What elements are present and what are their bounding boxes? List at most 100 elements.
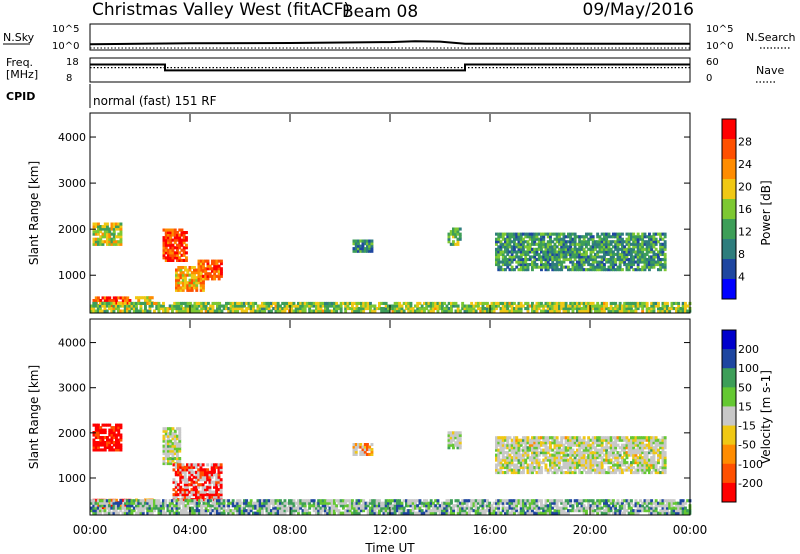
- heatmap-cell: [229, 309, 233, 313]
- heatmap-cell: [123, 506, 127, 510]
- heatmap-cell: [560, 255, 564, 259]
- heatmap-cell: [562, 501, 566, 505]
- heatmap-cell: [501, 436, 505, 440]
- heatmap-cell: [551, 506, 555, 510]
- heatmap-cell: [301, 509, 305, 513]
- heatmap-cell: [186, 273, 190, 277]
- heatmap-cell: [585, 463, 588, 467]
- heatmap-cell: [344, 504, 348, 508]
- heatmap-cell: [591, 260, 595, 264]
- heatmap-cell: [506, 232, 510, 236]
- heatmap-cell: [443, 506, 447, 510]
- heatmap-cell: [569, 463, 573, 467]
- heatmap-cell: [351, 504, 354, 508]
- heatmap-cell: [178, 233, 182, 237]
- heatmap-cell: [618, 252, 622, 256]
- heatmap-cell: [178, 427, 182, 431]
- heatmap-cell: [517, 263, 521, 267]
- heatmap-cell: [603, 458, 606, 462]
- heatmap-cell: [292, 309, 296, 313]
- heatmap-cell: [472, 309, 476, 313]
- heatmap-cell: [612, 265, 615, 269]
- heatmap-cell: [589, 448, 593, 452]
- heatmap-cell: [114, 504, 118, 508]
- heatmap-cell: [499, 301, 503, 305]
- heatmap-cell: [555, 263, 559, 267]
- heatmap-cell: [578, 240, 582, 244]
- heatmap-cell: [186, 493, 189, 497]
- heatmap-cell: [625, 263, 629, 267]
- heatmap-cell: [630, 260, 633, 264]
- heatmap-cell: [522, 436, 525, 440]
- heatmap-cell: [108, 235, 112, 239]
- heatmap-cell: [411, 309, 415, 313]
- heatmap-cell: [587, 309, 591, 313]
- heatmap-cell: [499, 247, 503, 251]
- heatmap-cell: [452, 242, 455, 246]
- heatmap-cell: [207, 504, 210, 508]
- heatmap-cell: [607, 260, 611, 264]
- heatmap-cell: [128, 499, 132, 503]
- heatmap-cell: [607, 436, 611, 440]
- heatmap-cell: [661, 471, 665, 475]
- heatmap-cell: [506, 509, 510, 513]
- heatmap-cell: [391, 509, 395, 513]
- heatmap-cell: [206, 485, 210, 489]
- heatmap-cell: [553, 463, 557, 467]
- heatmap-cell: [166, 309, 170, 313]
- heatmap-cell: [650, 255, 654, 259]
- heatmap-cell: [162, 251, 166, 255]
- heatmap-cell: [363, 448, 367, 452]
- heatmap-cell: [607, 461, 611, 465]
- heatmap-cell: [562, 232, 566, 236]
- heatmap-cell: [510, 456, 514, 460]
- heatmap-cell: [596, 304, 600, 308]
- heatmap-cell: [454, 499, 458, 503]
- heatmap-cell: [569, 235, 573, 239]
- heatmap-cell: [562, 446, 566, 450]
- heatmap-cell: [603, 446, 606, 450]
- heatmap-cell: [357, 242, 360, 246]
- heatmap-cell: [506, 506, 510, 510]
- heatmap-cell: [312, 501, 316, 505]
- heatmap-cell: [578, 309, 582, 313]
- heatmap-cell: [501, 250, 505, 254]
- heatmap-cell: [175, 504, 179, 508]
- heatmap-cell: [614, 242, 618, 246]
- heatmap-cell: [501, 443, 505, 447]
- heatmap-cell: [103, 509, 107, 513]
- heatmap-cell: [452, 446, 455, 450]
- heatmap-cell: [591, 453, 595, 457]
- y-tick-label: 4000: [58, 131, 86, 144]
- heatmap-cell: [106, 240, 109, 244]
- heatmap-cell: [333, 504, 336, 508]
- heatmap-cell: [614, 463, 618, 467]
- heatmap-cell: [416, 309, 420, 313]
- heatmap-cell: [598, 260, 602, 264]
- heatmap-cell: [290, 501, 294, 505]
- heatmap-cell: [648, 247, 651, 251]
- heatmap-cell: [169, 228, 173, 232]
- heatmap-cell: [508, 258, 512, 262]
- heatmap-cell: [171, 251, 175, 255]
- heatmap-cell: [495, 448, 498, 452]
- heatmap-cell: [306, 501, 309, 505]
- freq-tick-top: 18: [66, 57, 79, 68]
- heatmap-cell: [333, 501, 336, 505]
- heatmap-cell: [117, 441, 121, 445]
- heatmap-cell: [513, 441, 516, 445]
- heatmap-cell: [488, 504, 492, 508]
- heatmap-cell: [618, 247, 622, 251]
- heatmap-cell: [634, 438, 638, 442]
- heatmap-cell: [553, 501, 557, 505]
- heatmap-cell: [110, 511, 114, 515]
- heatmap-cell: [479, 501, 483, 505]
- heatmap-cell: [612, 471, 615, 475]
- heatmap-cell: [420, 511, 424, 515]
- heatmap-cell: [481, 304, 485, 308]
- heatmap-cell: [202, 283, 205, 287]
- heatmap-cell: [618, 263, 622, 267]
- heatmap-cell: [353, 307, 357, 311]
- heatmap-cell: [234, 301, 237, 305]
- heatmap-cell: [112, 307, 116, 311]
